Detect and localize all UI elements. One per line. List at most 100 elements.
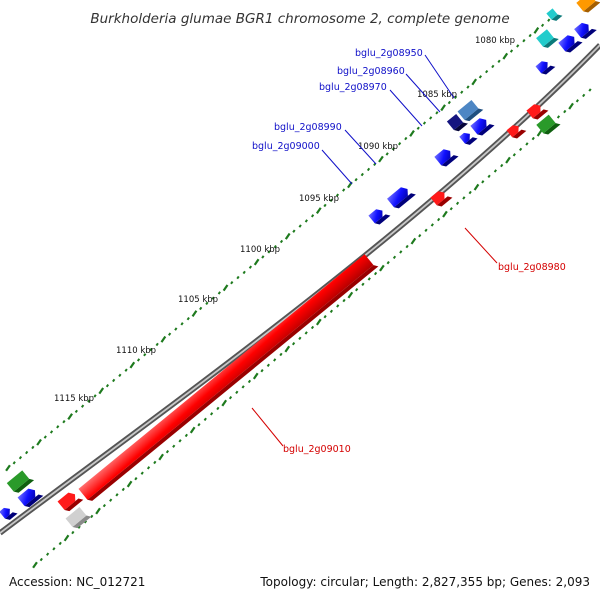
inner-track-tick bbox=[323, 315, 327, 319]
gene-label-bglu-2g09000[interactable]: bglu_2g09000 bbox=[252, 141, 320, 152]
inner-track-tick bbox=[77, 525, 81, 529]
outer-track-tick bbox=[447, 100, 451, 105]
outer-track-tick bbox=[391, 147, 395, 151]
gene-label-bglu-2g09010[interactable]: bglu_2g09010 bbox=[283, 444, 351, 455]
inner-track-tick bbox=[304, 331, 308, 335]
gene-label-bglu-2g08970[interactable]: bglu_2g08970 bbox=[319, 82, 387, 93]
inner-track-tick bbox=[266, 363, 270, 367]
inner-track-tick bbox=[410, 237, 417, 245]
gene-bglu-2g08960[interactable] bbox=[446, 112, 468, 133]
outer-track-tick bbox=[366, 167, 371, 172]
gene-bglu-2g08970[interactable] bbox=[434, 145, 459, 169]
gene-reverse-small[interactable] bbox=[506, 121, 527, 141]
outer-track-tick bbox=[298, 224, 302, 228]
gene-forward-orange[interactable] bbox=[576, 0, 600, 14]
outer-track-tick bbox=[267, 250, 271, 254]
outer-track-tick bbox=[168, 332, 172, 336]
gene-bglu-2g09000[interactable] bbox=[368, 205, 391, 227]
inner-track-tick bbox=[284, 345, 291, 353]
gene-reverse-gray[interactable] bbox=[65, 505, 92, 530]
inner-track-tick bbox=[512, 153, 516, 157]
gene-forward-small[interactable] bbox=[574, 18, 597, 40]
inner-track-tick bbox=[455, 201, 460, 206]
outer-track-tick bbox=[25, 450, 29, 455]
inner-track-tick bbox=[247, 379, 252, 384]
kbp-label-1100: 1100 kbp bbox=[240, 245, 280, 255]
chromosome-backbone-highlight bbox=[0, 44, 600, 534]
outer-track-tick bbox=[191, 310, 198, 317]
gene-label-bglu-2g08960[interactable]: bglu_2g08960 bbox=[337, 66, 405, 77]
outer-track-tick bbox=[43, 435, 47, 439]
gene-bglu-2g08950[interactable] bbox=[457, 98, 484, 123]
outer-track-tick bbox=[230, 280, 234, 285]
outer-track-tick bbox=[261, 255, 265, 259]
outer-track-tick bbox=[547, 18, 551, 22]
outer-track-tick bbox=[12, 461, 16, 465]
kbp-label-1080: 1080 kbp bbox=[475, 36, 515, 46]
outer-track-tick bbox=[422, 121, 427, 125]
outer-track-tick bbox=[522, 39, 526, 43]
inner-track-tick bbox=[71, 530, 75, 535]
outer-track-tick bbox=[416, 126, 420, 130]
topology-text: Topology: circular; Length: 2,827,355 bp… bbox=[259, 575, 590, 589]
inner-track-tick bbox=[109, 498, 113, 502]
inner-track-tick bbox=[437, 217, 441, 222]
inner-track-tick bbox=[493, 169, 497, 173]
gene-reverse-small[interactable] bbox=[526, 100, 549, 122]
gene-forward-small[interactable] bbox=[470, 114, 495, 138]
gene-forward-small[interactable] bbox=[17, 484, 44, 509]
outer-track-tick bbox=[497, 59, 501, 64]
inner-track-tick bbox=[519, 147, 523, 152]
inner-track-tick bbox=[449, 207, 453, 211]
outer-track-tick bbox=[49, 430, 54, 434]
gene-forward-green[interactable] bbox=[6, 469, 35, 495]
gene-forward-small[interactable] bbox=[0, 503, 18, 521]
gene-bglu-2g08980[interactable] bbox=[430, 187, 453, 209]
outer-track-tick bbox=[155, 342, 159, 347]
inner-track-tick bbox=[582, 93, 586, 98]
inner-track-tick bbox=[52, 547, 56, 551]
inner-track-tick bbox=[140, 471, 144, 475]
outer-track-tick bbox=[435, 111, 439, 115]
inner-track-tick bbox=[102, 503, 106, 508]
outer-track-tick bbox=[540, 23, 545, 27]
outer-track-tick bbox=[509, 49, 514, 53]
gene-forward-cyan[interactable] bbox=[536, 27, 559, 49]
outer-track-tick bbox=[211, 296, 215, 300]
outer-track-tick bbox=[528, 33, 532, 38]
inner-track-tick bbox=[379, 264, 385, 272]
inner-track-tick bbox=[505, 156, 511, 164]
inner-track-tick bbox=[63, 534, 70, 542]
gene-forward-small[interactable] bbox=[535, 57, 556, 77]
outer-track-tick bbox=[491, 64, 495, 69]
inner-track-tick bbox=[473, 183, 480, 191]
inner-track-tick bbox=[347, 291, 354, 299]
outer-track-tick bbox=[98, 387, 105, 395]
outer-track-tick bbox=[404, 136, 408, 141]
outer-track-tick bbox=[36, 438, 42, 446]
inner-track-tick bbox=[336, 304, 340, 308]
outer-track-tick bbox=[118, 373, 122, 378]
gene-forward-cyan-small[interactable] bbox=[546, 6, 563, 22]
gene-bglu-2g09010[interactable] bbox=[78, 252, 379, 502]
inner-track-tick bbox=[418, 234, 422, 238]
gene-forward-small[interactable] bbox=[459, 128, 478, 146]
inner-track-tick bbox=[46, 552, 50, 556]
outer-track-tick bbox=[304, 219, 308, 223]
gene-reverse-green[interactable] bbox=[536, 113, 561, 137]
gene-bglu-2g08990[interactable] bbox=[387, 183, 416, 210]
outer-track-tick bbox=[199, 306, 203, 311]
outer-track-tick bbox=[429, 116, 433, 120]
inner-track-tick bbox=[500, 163, 504, 168]
kbp-label-1115: 1115 kbp bbox=[54, 394, 94, 404]
inner-track-tick bbox=[209, 412, 214, 416]
gene-label-bglu-2g08990[interactable]: bglu_2g08990 bbox=[274, 122, 342, 133]
outer-track-tick bbox=[398, 142, 402, 146]
gene-forward-small[interactable] bbox=[558, 31, 583, 55]
outer-track-tick bbox=[279, 239, 284, 244]
gene-label-bglu-2g08950[interactable]: bglu_2g08950 bbox=[355, 48, 423, 59]
gene-reverse-small[interactable] bbox=[57, 488, 84, 513]
outer-track-tick bbox=[112, 378, 116, 383]
outer-track-tick bbox=[440, 104, 446, 112]
gene-label-bglu-2g08980[interactable]: bglu_2g08980 bbox=[498, 262, 566, 273]
